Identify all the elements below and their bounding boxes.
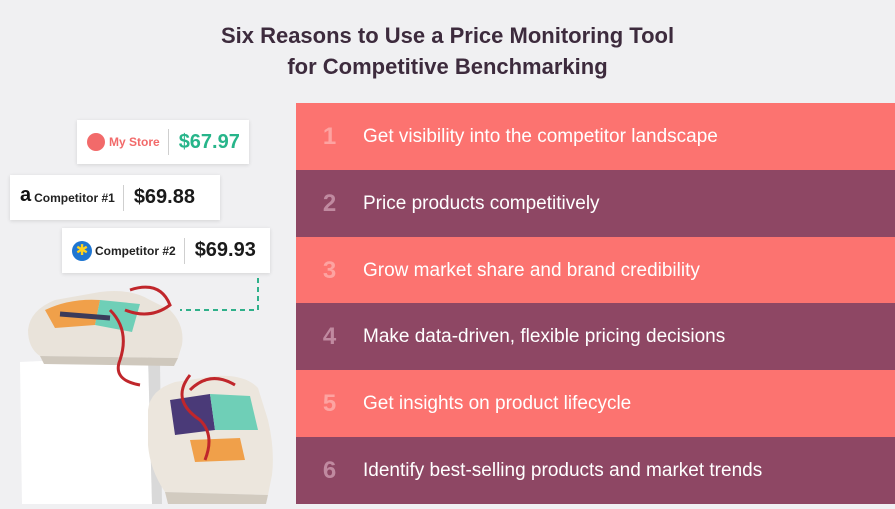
my-store-label: My Store — [109, 135, 160, 149]
title-line-1: Six Reasons to Use a Price Monitoring To… — [220, 23, 675, 48]
reason-item-3: 3 Grow market share and brand credibilit… — [296, 237, 895, 304]
my-store-price-card: My Store $67.97 — [77, 120, 249, 164]
reason-item-4: 4 Make data-driven, flexible pricing dec… — [296, 303, 895, 370]
reason-number: 3 — [322, 256, 337, 284]
reason-number: 1 — [322, 122, 337, 150]
reason-number: 5 — [322, 389, 337, 417]
reason-text: Price products competitively — [363, 192, 600, 214]
my-store-brand: My Store — [87, 129, 169, 155]
title-line-2: for Competitive Benchmarking — [287, 54, 608, 79]
my-store-logo-icon — [87, 133, 105, 151]
reasons-list: 1 Get visibility into the competitor lan… — [296, 103, 895, 504]
reason-text: Identify best-selling products and marke… — [363, 459, 763, 481]
reason-item-1: 1 Get visibility into the competitor lan… — [296, 103, 895, 170]
reason-text: Get insights on product lifecycle — [363, 392, 632, 414]
competitor-1-price: $69.88 — [133, 186, 195, 208]
reason-text: Get visibility into the competitor lands… — [363, 125, 718, 147]
my-store-price: $67.97 — [178, 130, 240, 153]
reason-item-2: 2 Price products competitively — [296, 170, 895, 237]
reason-number: 2 — [322, 189, 337, 217]
competitor-2-brand: ✱ Competitor #2 — [72, 237, 185, 264]
reason-item-6: 6 Identify best-selling products and mar… — [296, 437, 895, 504]
competitor-2-price: $69.93 — [194, 239, 256, 261]
competitor-1-brand: a Competitor #1 — [20, 184, 124, 211]
reason-text: Make data-driven, flexible pricing decis… — [363, 325, 726, 347]
reason-text: Grow market share and brand credibility — [363, 259, 700, 281]
competitor-2-price-card: ✱ Competitor #2 $69.93 — [62, 228, 270, 273]
reason-number: 4 — [322, 322, 337, 350]
amazon-icon: a — [20, 184, 32, 206]
reason-item-5: 5 Get insights on product lifecycle — [296, 370, 895, 437]
competitor-1-price-card: a Competitor #1 $69.88 — [10, 175, 220, 220]
page-title: Six Reasons to Use a Price Monitoring To… — [0, 20, 895, 82]
reason-number: 6 — [322, 456, 337, 484]
walmart-icon: ✱ — [72, 240, 92, 261]
sneaker-illustration — [0, 270, 296, 504]
competitor-2-label: Competitor #2 — [95, 243, 176, 258]
competitor-1-label: Competitor #1 — [34, 190, 115, 205]
